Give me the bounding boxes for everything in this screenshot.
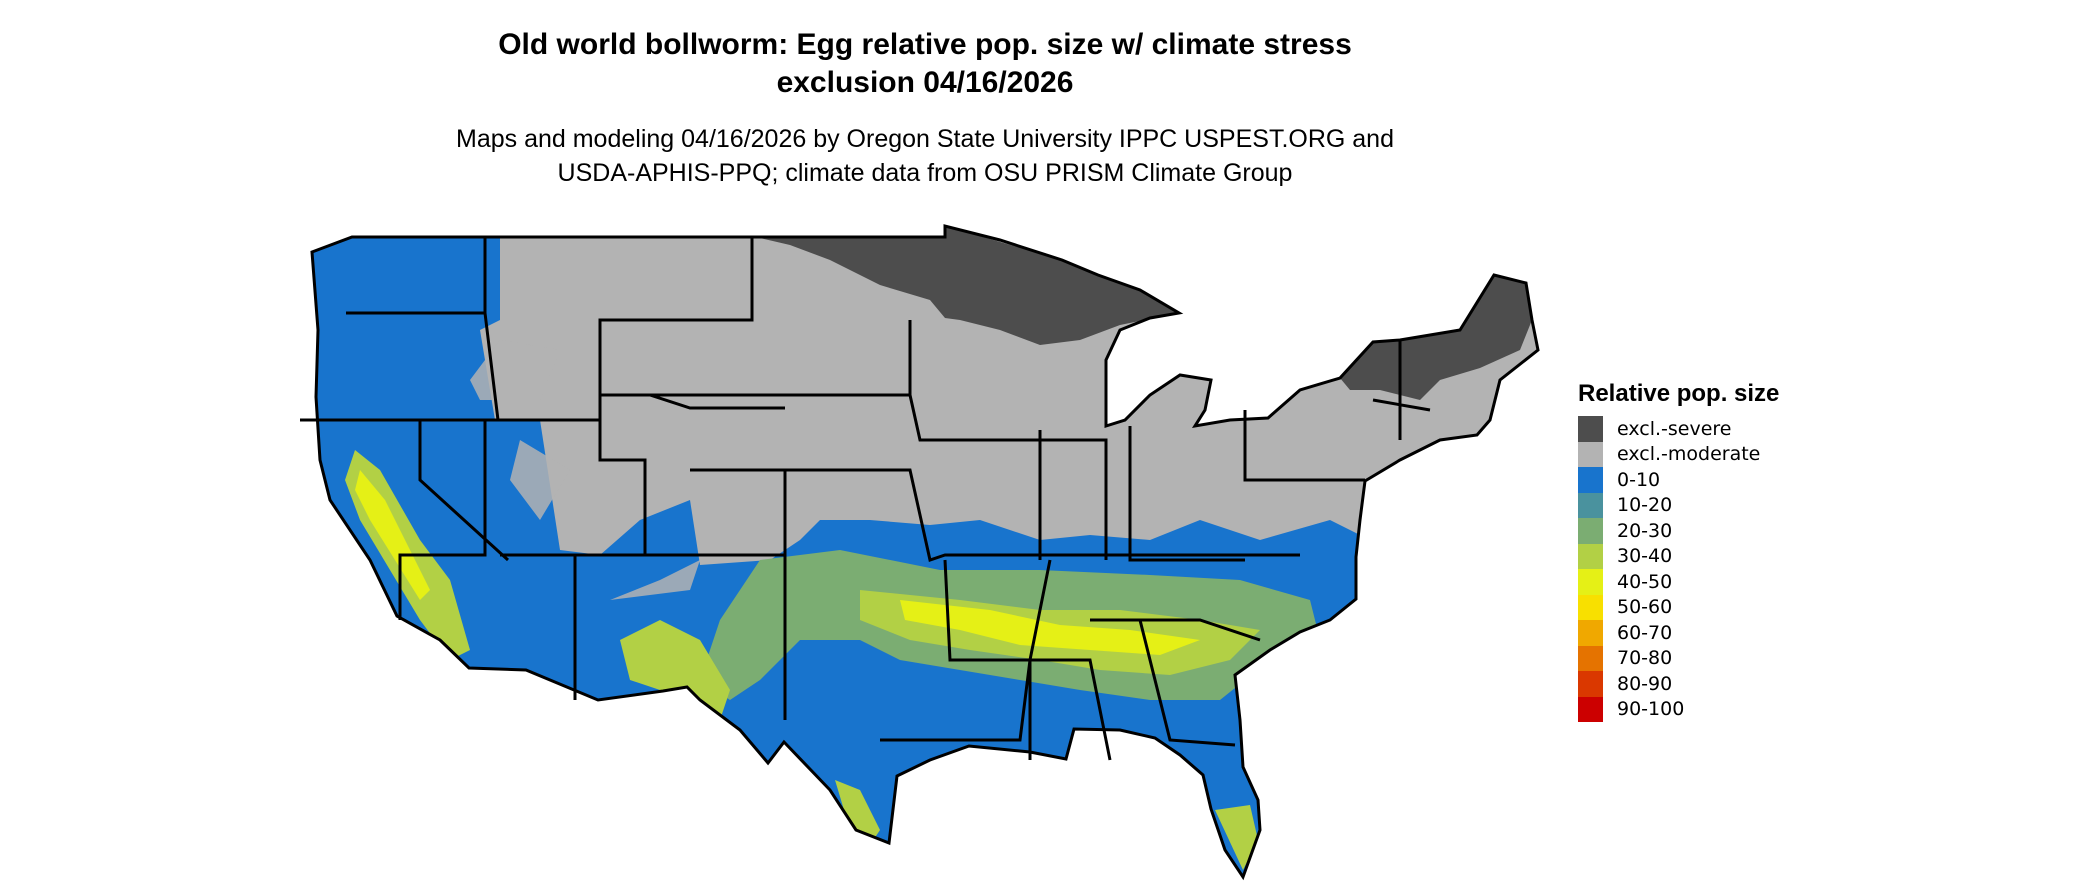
legend-item: 0-10 — [1578, 467, 1779, 493]
region-excl-severe-ne — [1340, 275, 1532, 400]
region-excl-severe-mn — [752, 226, 1179, 345]
state-borders — [300, 224, 1540, 879]
legend-label: 0-10 — [1617, 468, 1661, 491]
region-sw-band — [620, 620, 730, 720]
legend-label: 20-30 — [1617, 519, 1673, 542]
legend-item: 30-40 — [1578, 543, 1779, 569]
legend-label: 70-80 — [1617, 647, 1673, 670]
title-line-2: exclusion 04/16/2026 — [776, 66, 1074, 99]
legend-item: 70-80 — [1578, 645, 1779, 671]
legend-swatch — [1578, 696, 1603, 722]
legend-title: Relative pop. size — [1578, 380, 1780, 407]
region-south-texas — [835, 780, 880, 845]
legend-item: 60-70 — [1578, 620, 1779, 646]
legend-swatch — [1578, 416, 1603, 442]
map-subtitle: Maps and modeling 04/16/2026 by Oregon S… — [0, 122, 1850, 190]
legend-swatch — [1578, 645, 1603, 671]
region-california-yellow — [355, 470, 430, 600]
legend-label: 50-60 — [1617, 596, 1673, 619]
legend-swatch — [1578, 518, 1603, 544]
subtitle-line-1: Maps and modeling 04/16/2026 by Oregon S… — [456, 125, 1394, 153]
region-south-florida — [1215, 805, 1258, 870]
legend: Relative pop. size excl.-severe excl.-mod… — [1578, 380, 1779, 722]
legend-swatch — [1578, 543, 1603, 569]
legend-label: 90-100 — [1617, 698, 1685, 721]
region-40-50-band-south — [900, 600, 1200, 655]
legend-items: excl.-severe excl.-moderate 0-10 10-20 20-30… — [1578, 416, 1779, 722]
legend-item: 80-90 — [1578, 671, 1779, 697]
legend-swatch — [1578, 569, 1603, 595]
legend-swatch — [1578, 594, 1603, 620]
subtitle-line-2: USDA-APHIS-PPQ; climate data from OSU PR… — [557, 159, 1293, 187]
legend-label: 40-50 — [1617, 570, 1673, 593]
title-line-1: Old world bollworm: Egg relative pop. si… — [498, 28, 1352, 61]
legend-item: excl.-severe — [1578, 416, 1779, 442]
legend-item: 20-30 — [1578, 518, 1779, 544]
legend-item: 40-50 — [1578, 569, 1779, 595]
legend-swatch — [1578, 467, 1603, 493]
legend-item: 50-60 — [1578, 594, 1779, 620]
legend-swatch — [1578, 620, 1603, 646]
legend-label: 60-70 — [1617, 621, 1673, 644]
legend-label: 80-90 — [1617, 672, 1673, 695]
legend-item: 90-100 — [1578, 696, 1779, 722]
legend-swatch — [1578, 441, 1603, 467]
map-title: Old world bollworm: Egg relative pop. si… — [0, 26, 1850, 102]
legend-swatch — [1578, 492, 1603, 518]
legend-label: 10-20 — [1617, 494, 1673, 517]
region-excl-moderate-west — [470, 340, 700, 600]
legend-item: excl.-moderate — [1578, 441, 1779, 467]
legend-swatch — [1578, 671, 1603, 697]
legend-item: 10-20 — [1578, 492, 1779, 518]
legend-label: excl.-severe — [1617, 417, 1732, 440]
legend-label: excl.-moderate — [1617, 443, 1761, 466]
legend-label: 30-40 — [1617, 545, 1673, 568]
